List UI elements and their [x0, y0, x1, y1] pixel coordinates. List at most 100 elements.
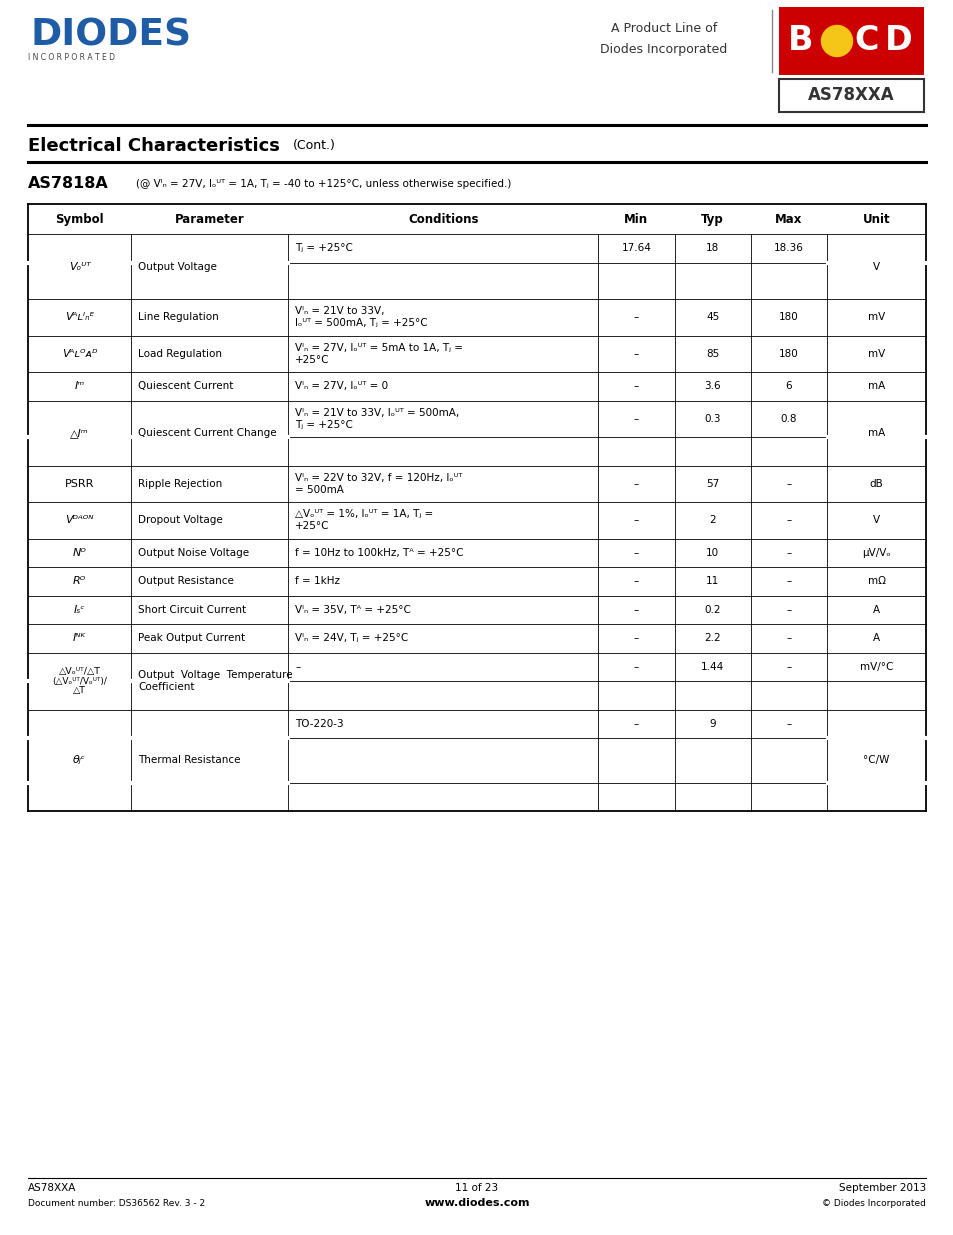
Text: –: –: [785, 548, 791, 558]
Circle shape: [821, 26, 852, 57]
Text: Vᴵₙ = 35V, Tᴬ = +25°C: Vᴵₙ = 35V, Tᴬ = +25°C: [295, 605, 411, 615]
Text: mΩ: mΩ: [866, 577, 884, 587]
Text: f = 1kHz: f = 1kHz: [295, 577, 340, 587]
Text: Document number: DS36562 Rev. 3 - 2: Document number: DS36562 Rev. 3 - 2: [28, 1198, 205, 1208]
Text: Output Resistance: Output Resistance: [138, 577, 233, 587]
Text: f = 10Hz to 100kHz, Tᴬ = +25°C: f = 10Hz to 100kHz, Tᴬ = +25°C: [295, 548, 463, 558]
Text: –: –: [785, 719, 791, 729]
Text: PSRR: PSRR: [65, 479, 94, 489]
Text: AS78XXA: AS78XXA: [28, 1183, 76, 1193]
Text: (@ Vᴵₙ = 27V, Iₒᵁᵀ = 1A, Tⱼ = -40 to +125°C, unless otherwise specified.): (@ Vᴵₙ = 27V, Iₒᵁᵀ = 1A, Tⱼ = -40 to +12…: [136, 179, 511, 189]
Text: –: –: [633, 662, 639, 672]
Text: Min: Min: [623, 212, 648, 226]
Text: Vᴵₙ = 21V to 33V,
Iₒᵁᵀ = 500mA, Tⱼ = +25°C: Vᴵₙ = 21V to 33V, Iₒᵁᵀ = 500mA, Tⱼ = +25…: [295, 306, 428, 329]
Text: –: –: [785, 605, 791, 615]
Text: Vₒᵁᵀ: Vₒᵁᵀ: [69, 262, 91, 272]
Text: A Product Line of: A Product Line of: [610, 21, 717, 35]
Text: –: –: [633, 548, 639, 558]
Text: –: –: [633, 605, 639, 615]
Text: Typ: Typ: [700, 212, 723, 226]
Text: Diodes Incorporated: Diodes Incorporated: [599, 43, 727, 57]
Text: –: –: [633, 479, 639, 489]
Text: Thermal Resistance: Thermal Resistance: [138, 756, 240, 766]
Text: D: D: [884, 25, 912, 58]
Text: (Cont.): (Cont.): [293, 140, 335, 152]
Text: Symbol: Symbol: [55, 212, 104, 226]
Text: –: –: [633, 719, 639, 729]
Text: 9: 9: [709, 719, 716, 729]
Bar: [779, 7, 923, 75]
Text: V: V: [872, 262, 880, 272]
Text: –: –: [785, 479, 791, 489]
Text: Vᴵₙ = 24V, Tⱼ = +25°C: Vᴵₙ = 24V, Tⱼ = +25°C: [295, 634, 408, 643]
Text: 0.8: 0.8: [780, 414, 797, 424]
Text: dB: dB: [869, 479, 882, 489]
Text: 2: 2: [709, 515, 716, 525]
Text: TO-220-3: TO-220-3: [295, 719, 344, 729]
Text: Dropout Voltage: Dropout Voltage: [138, 515, 223, 525]
Text: mA: mA: [867, 382, 884, 391]
Text: Iᵐ: Iᵐ: [74, 382, 85, 391]
Text: Max: Max: [775, 212, 801, 226]
Text: mV/°C: mV/°C: [859, 662, 892, 672]
Bar: [779, 79, 923, 112]
Text: Short Circuit Current: Short Circuit Current: [138, 605, 246, 615]
Text: θⱼᶜ: θⱼᶜ: [73, 756, 86, 766]
Text: Vᴬʟᴵₙᴱ: Vᴬʟᴵₙᴱ: [65, 312, 94, 322]
Text: °C/W: °C/W: [862, 756, 889, 766]
Text: 180: 180: [779, 312, 798, 322]
Text: Output Voltage: Output Voltage: [138, 262, 217, 272]
Text: 17.64: 17.64: [620, 243, 651, 253]
Text: –: –: [633, 312, 639, 322]
Text: 0.2: 0.2: [703, 605, 720, 615]
Text: 57: 57: [705, 479, 719, 489]
Text: Tⱼ = +25°C: Tⱼ = +25°C: [295, 243, 353, 253]
Text: 10: 10: [705, 548, 719, 558]
Text: Line Regulation: Line Regulation: [138, 312, 219, 322]
Text: A: A: [872, 634, 880, 643]
Text: 45: 45: [705, 312, 719, 322]
Text: DIODES: DIODES: [30, 17, 191, 53]
Text: △Iᵐ: △Iᵐ: [71, 429, 89, 438]
Text: Unit: Unit: [862, 212, 889, 226]
Text: –: –: [785, 662, 791, 672]
Text: A: A: [872, 605, 880, 615]
Text: –: –: [785, 577, 791, 587]
Text: –: –: [633, 382, 639, 391]
Text: –: –: [633, 634, 639, 643]
Text: www.diodes.com: www.diodes.com: [424, 1198, 529, 1208]
Text: Quiescent Current Change: Quiescent Current Change: [138, 429, 276, 438]
Text: Vᴬʟᴼᴀᴰ: Vᴬʟᴼᴀᴰ: [62, 348, 97, 358]
Text: –: –: [295, 662, 300, 672]
Text: –: –: [633, 515, 639, 525]
Text: (△Vₒᵁᵀ/Vₒᵁᵀ)/: (△Vₒᵁᵀ/Vₒᵁᵀ)/: [52, 677, 107, 685]
Text: C: C: [854, 25, 879, 58]
Text: 11: 11: [705, 577, 719, 587]
Text: –: –: [633, 577, 639, 587]
Text: 3.6: 3.6: [703, 382, 720, 391]
Text: Load Regulation: Load Regulation: [138, 348, 222, 358]
Text: 0.3: 0.3: [703, 414, 720, 424]
Text: △T: △T: [73, 685, 86, 695]
Text: Electrical Characteristics: Electrical Characteristics: [28, 137, 279, 156]
Text: Vᴵₙ = 27V, Iₒᵁᵀ = 0: Vᴵₙ = 27V, Iₒᵁᵀ = 0: [295, 382, 388, 391]
Text: 180: 180: [779, 348, 798, 358]
Text: Vᴵₙ = 27V, Iₒᵁᵀ = 5mA to 1A, Tⱼ =
+25°C: Vᴵₙ = 27V, Iₒᵁᵀ = 5mA to 1A, Tⱼ = +25°C: [295, 343, 463, 364]
Text: Parameter: Parameter: [174, 212, 245, 226]
Text: AS78XXA: AS78XXA: [807, 86, 894, 105]
Text: –: –: [633, 348, 639, 358]
Text: –: –: [785, 515, 791, 525]
Text: △Vₒᵁᵀ = 1%, Iₒᵁᵀ = 1A, Tⱼ =
+25°C: △Vₒᵁᵀ = 1%, Iₒᵁᵀ = 1A, Tⱼ = +25°C: [295, 510, 434, 531]
Text: Vᴵₙ = 22V to 32V, f = 120Hz, Iₒᵁᵀ
= 500mA: Vᴵₙ = 22V to 32V, f = 120Hz, Iₒᵁᵀ = 500m…: [295, 473, 462, 494]
Text: 6: 6: [785, 382, 792, 391]
Text: mV: mV: [867, 312, 884, 322]
Text: Quiescent Current: Quiescent Current: [138, 382, 233, 391]
Text: μV/Vₒ: μV/Vₒ: [862, 548, 890, 558]
Text: I N C O R P O R A T E D: I N C O R P O R A T E D: [28, 53, 115, 63]
Text: V: V: [872, 515, 880, 525]
Text: September 2013: September 2013: [838, 1183, 925, 1193]
Text: Conditions: Conditions: [408, 212, 478, 226]
Text: 2.2: 2.2: [703, 634, 720, 643]
Text: Vᴵₙ = 21V to 33V, Iₒᵁᵀ = 500mA,
Tⱼ = +25°C: Vᴵₙ = 21V to 33V, Iₒᵁᵀ = 500mA, Tⱼ = +25…: [295, 408, 459, 430]
Text: mA: mA: [867, 429, 884, 438]
